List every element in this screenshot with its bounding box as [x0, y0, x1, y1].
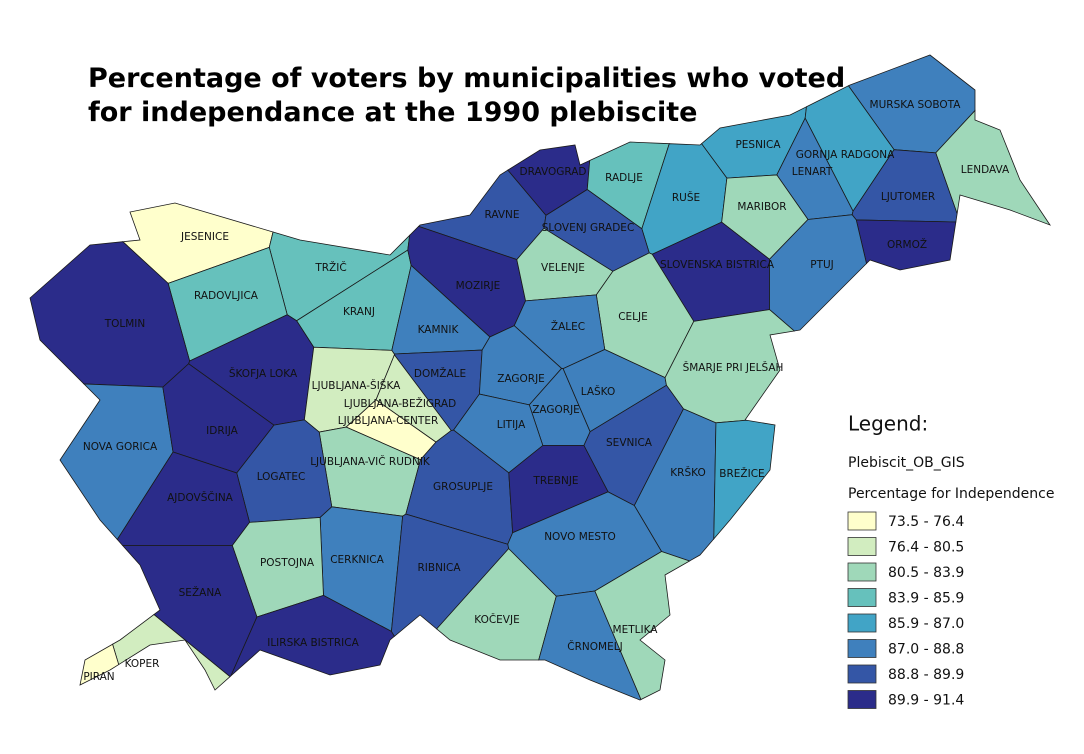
municipality-label: RIBNICA: [417, 562, 461, 574]
municipality-label: MURSKA SOBOTA: [870, 99, 962, 111]
municipality-label: ČRNOMELJ: [567, 640, 622, 653]
municipality-label: LENDAVA: [961, 164, 1010, 176]
legend-swatch: [847, 613, 877, 633]
municipality-label: NOVA GORICA: [83, 441, 158, 453]
legend-swatch: [847, 664, 877, 684]
map-title: for independance at the 1990 plebiscite: [88, 97, 697, 128]
municipality-label: RADLJE: [605, 172, 643, 184]
legend-label: 88.8 - 89.9: [888, 667, 964, 683]
label-layer: MURSKA SOBOTA LENDAVA PESNICA GORNJA RADGON…: [83, 99, 1010, 683]
municipality-label: LITIJA: [497, 419, 526, 431]
municipality-label: ZAGORJE: [532, 404, 580, 416]
legend-label: 73.5 - 76.4: [888, 514, 964, 530]
legend-swatch: [847, 690, 877, 709]
legend-swatch: [847, 537, 877, 556]
legend: 73.5 - 76.4 76.4 - 80.5 80.5 - 83.9 83.9 - …: [847, 511, 964, 709]
legend-swatch: [847, 588, 877, 607]
municipality-label: RADOVLJICA: [194, 290, 259, 302]
municipality-label: PIRAN: [83, 671, 114, 683]
municipality: [121, 545, 258, 678]
municipality: [79, 643, 120, 686]
legend-field: Percentage for Independence: [848, 486, 1054, 502]
municipality-label: LOGATEC: [257, 471, 306, 483]
municipality-label: NOVO MESTO: [544, 531, 616, 543]
municipality-label: LJUTOMER: [881, 191, 935, 203]
municipality-label: LAŠKO: [581, 385, 616, 398]
municipality-label: AJDOVŠČINA: [167, 491, 234, 504]
municipality-label: KRŠKO: [670, 466, 705, 479]
municipality: [112, 614, 231, 691]
municipality-label: DRAVOGRAD: [519, 166, 586, 178]
municipality-label: PTUJ: [810, 259, 834, 271]
municipality-label: TRŽIČ: [314, 261, 346, 274]
municipality-label: ŽALEC: [551, 320, 585, 333]
municipality-label: BREŽICE: [719, 467, 764, 480]
municipality: [594, 551, 691, 701]
municipality: [230, 594, 395, 677]
municipality-label: SEŽANA: [179, 586, 223, 599]
legend-swatch: [847, 562, 877, 582]
municipality-label: ORMOŽ: [887, 238, 927, 251]
legend-label: 80.5 - 83.9: [888, 565, 964, 581]
municipality-label: KOPER: [125, 658, 160, 670]
municipality-label: DOMŽALE: [414, 367, 466, 380]
legend-label: 87.0 - 88.8: [888, 642, 964, 658]
map-title: Percentage of voters by municipalities w…: [88, 63, 845, 94]
municipality-label: MARIBOR: [737, 201, 786, 213]
municipality-label: SEVNICA: [606, 437, 653, 449]
municipality-label: ŠMARJE PRI JELŠAH: [683, 361, 784, 374]
municipality-label: CELJE: [618, 311, 648, 323]
municipality: [769, 214, 867, 332]
municipality-layer: [29, 54, 1052, 701]
legend-swatch: [847, 511, 877, 531]
municipality-label: MOZIRJE: [456, 280, 501, 292]
municipality-label: KRANJ: [343, 306, 375, 318]
legend-swatch: [847, 639, 877, 658]
municipality-label: ŠKOFJA LOKA: [229, 367, 298, 380]
municipality-label: KOČEVJE: [474, 613, 519, 626]
municipality-label: ZAGORJE: [497, 373, 545, 385]
municipality: [713, 419, 776, 541]
municipality-label: VELENJE: [541, 262, 585, 274]
municipality: [391, 513, 510, 637]
legend-label: 76.4 - 80.5: [888, 540, 964, 556]
municipality-label: PESNICA: [735, 139, 781, 151]
legend-label: 89.9 - 91.4: [888, 693, 964, 709]
municipality-label: RUŠE: [672, 191, 700, 204]
municipality-label: CERKNICA: [330, 554, 384, 566]
municipality: [538, 590, 642, 701]
legend-label: 83.9 - 85.9: [888, 591, 964, 607]
municipality-label: METLIKA: [613, 624, 659, 636]
municipality-label: SLOVENSKA BISTRICA: [660, 259, 775, 271]
municipality-label: ILIRSKA BISTRICA: [267, 637, 359, 649]
municipality-label: LENART: [792, 166, 833, 178]
municipality-label: LJUBLJANA-VIČ RUDNIK: [310, 455, 431, 468]
municipality-label: TREBNJE: [532, 475, 578, 487]
municipality-label: LJUBLJANA-BEŽIGRAD: [344, 397, 456, 410]
municipality-label: IDRIJA: [206, 425, 238, 437]
municipality-label: TOLMIN: [104, 318, 146, 330]
legend-layer: Plebiscit_OB_GIS: [848, 455, 965, 471]
legend-heading: Legend:: [848, 412, 928, 436]
municipality-label: POSTOJNA: [260, 557, 315, 569]
municipality-label: GORNJA RADGONA: [796, 149, 895, 161]
municipality-label: LJUBLJANA-CENTER: [338, 415, 439, 427]
municipality-label: SLOVENJ GRADEC: [542, 222, 635, 234]
legend-label: 85.9 - 87.0: [888, 616, 964, 632]
municipality-label: GROSUPLJE: [433, 481, 493, 493]
municipality-label: JESENICE: [180, 231, 229, 243]
municipality-label: KAMNIK: [418, 324, 460, 336]
municipality-label: LJUBLJANA-ŠIŠKA: [312, 379, 402, 392]
municipality-label: RAVNE: [484, 209, 519, 221]
